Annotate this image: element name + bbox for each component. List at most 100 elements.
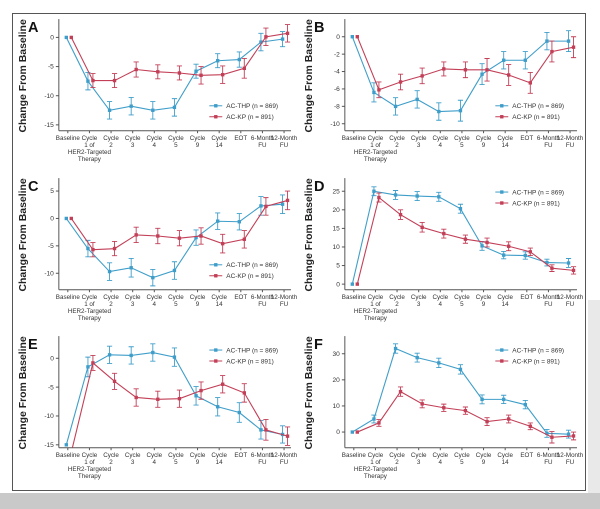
svg-text:-10: -10 bbox=[330, 121, 340, 128]
panel-B: B 0 -2 -4 -6 -8 -10 Baseline Cycle 1 of HER2-Targ… bbox=[299, 14, 585, 173]
svg-text:5: 5 bbox=[50, 188, 54, 195]
panel-C: C 5 0 -5 -10 Baseline Cycle 1 of HER2-Targeted T… bbox=[13, 173, 299, 332]
panel-C-label: C bbox=[28, 178, 39, 195]
svg-text:Baseline: Baseline bbox=[342, 135, 367, 142]
svg-text:-5: -5 bbox=[48, 243, 54, 250]
svg-text:Baseline: Baseline bbox=[342, 294, 367, 301]
svg-text:EOT: EOT bbox=[520, 453, 533, 460]
svg-text:EOT: EOT bbox=[520, 294, 533, 301]
panel-B-label: B bbox=[314, 20, 325, 36]
svg-text:-10: -10 bbox=[44, 93, 54, 100]
svg-text:15: 15 bbox=[333, 225, 341, 232]
svg-text:AC-KP (n = 891): AC-KP (n = 891) bbox=[226, 273, 274, 280]
svg-text:Change From Baseline: Change From Baseline bbox=[304, 336, 315, 449]
svg-text:AC-KP (n = 891): AC-KP (n = 891) bbox=[226, 114, 274, 121]
svg-text:EOT: EOT bbox=[234, 294, 247, 301]
svg-text:Change From Baseline: Change From Baseline bbox=[18, 178, 29, 291]
svg-text:5: 5 bbox=[336, 262, 340, 269]
svg-text:Baseline: Baseline bbox=[56, 135, 81, 142]
svg-text:EOT: EOT bbox=[234, 135, 247, 142]
svg-text:0: 0 bbox=[336, 281, 340, 288]
svg-text:Change From Baseline: Change From Baseline bbox=[18, 19, 29, 132]
svg-text:-5: -5 bbox=[48, 385, 54, 392]
svg-text:0: 0 bbox=[336, 34, 340, 41]
svg-text:Change From Baseline: Change From Baseline bbox=[304, 19, 315, 132]
panel-F: F 30 20 10 0 Baseline Cycle 1 of HER2-Targeted T… bbox=[299, 331, 585, 490]
svg-text:Baseline: Baseline bbox=[56, 453, 81, 460]
page-bottom-shadow bbox=[0, 493, 600, 509]
svg-text:-15: -15 bbox=[44, 122, 54, 129]
panel-F-label: F bbox=[314, 337, 324, 354]
svg-text:-6: -6 bbox=[334, 86, 340, 93]
svg-text:10: 10 bbox=[333, 244, 341, 251]
svg-text:EOT: EOT bbox=[234, 453, 247, 460]
svg-text:AC-THP (n = 869): AC-THP (n = 869) bbox=[226, 262, 278, 269]
svg-text:25: 25 bbox=[333, 188, 341, 195]
svg-text:-10: -10 bbox=[44, 270, 54, 277]
svg-text:AC-THP (n = 869): AC-THP (n = 869) bbox=[226, 103, 278, 110]
svg-text:AC-KP (n = 891): AC-KP (n = 891) bbox=[512, 114, 560, 121]
svg-text:-15: -15 bbox=[44, 442, 54, 449]
panel-A-label: A bbox=[28, 20, 39, 36]
svg-text:AC-THP (n = 869): AC-THP (n = 869) bbox=[226, 348, 278, 355]
svg-text:0: 0 bbox=[336, 430, 340, 437]
panel-D: D 25 20 15 10 5 0 Baseline Cycle 1 of HER2-Target… bbox=[299, 173, 585, 332]
svg-text:EOT: EOT bbox=[520, 135, 533, 142]
svg-text:Change From Baseline: Change From Baseline bbox=[304, 178, 315, 291]
svg-text:-2: -2 bbox=[334, 51, 340, 58]
svg-text:-4: -4 bbox=[334, 69, 340, 76]
panel-A: A 0 -5 -10 -15 Baseline Cycle 1 of HER2-Targete… bbox=[13, 14, 299, 173]
svg-text:AC-KP (n = 891): AC-KP (n = 891) bbox=[512, 200, 560, 207]
panel-E: E 0 -5 -10 -15 Baseline Cycle 1 of HER2-Targete… bbox=[13, 331, 299, 490]
panel-D-label: D bbox=[314, 178, 325, 195]
panel-C-chart: 5 0 -5 -10 Baseline Cycle 1 of HER2-Targeted The… bbox=[18, 178, 298, 322]
svg-text:20: 20 bbox=[333, 207, 341, 214]
svg-text:Baseline: Baseline bbox=[56, 294, 81, 301]
svg-text:Change From Baseline: Change From Baseline bbox=[18, 336, 29, 449]
svg-text:AC-THP (n = 869): AC-THP (n = 869) bbox=[512, 103, 564, 110]
